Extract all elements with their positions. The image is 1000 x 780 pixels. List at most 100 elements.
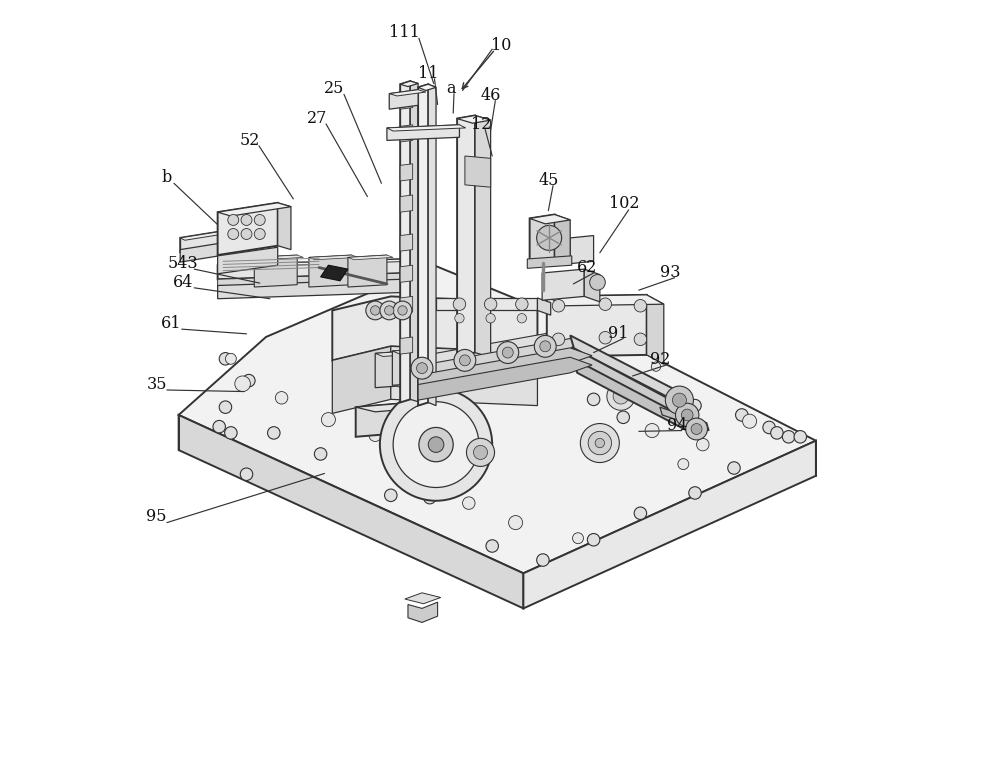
Circle shape xyxy=(241,229,252,239)
Polygon shape xyxy=(179,415,523,608)
Circle shape xyxy=(428,437,444,452)
Circle shape xyxy=(398,306,407,315)
Text: 111: 111 xyxy=(389,24,420,41)
Polygon shape xyxy=(400,195,413,212)
Polygon shape xyxy=(218,203,278,255)
Polygon shape xyxy=(555,215,570,264)
Polygon shape xyxy=(218,259,406,279)
Polygon shape xyxy=(530,215,555,263)
Polygon shape xyxy=(436,298,537,310)
Text: 45: 45 xyxy=(538,172,559,189)
Circle shape xyxy=(380,301,399,320)
Circle shape xyxy=(484,298,497,310)
Circle shape xyxy=(241,215,252,225)
Circle shape xyxy=(419,427,453,462)
Circle shape xyxy=(268,427,280,439)
Polygon shape xyxy=(647,295,664,364)
Circle shape xyxy=(743,414,757,428)
Text: a: a xyxy=(446,80,456,98)
Polygon shape xyxy=(530,215,570,224)
Circle shape xyxy=(590,275,605,290)
Circle shape xyxy=(763,421,775,434)
Circle shape xyxy=(771,427,783,439)
Circle shape xyxy=(728,462,740,474)
Text: 102: 102 xyxy=(609,195,639,212)
Circle shape xyxy=(537,225,562,250)
Polygon shape xyxy=(387,125,459,140)
Polygon shape xyxy=(400,81,418,87)
Polygon shape xyxy=(418,329,592,372)
Text: 10: 10 xyxy=(491,37,512,54)
Polygon shape xyxy=(537,298,551,315)
Polygon shape xyxy=(418,357,592,400)
Polygon shape xyxy=(457,115,475,356)
Circle shape xyxy=(665,386,693,414)
Polygon shape xyxy=(387,125,466,131)
Circle shape xyxy=(599,298,612,310)
Circle shape xyxy=(254,229,265,239)
Polygon shape xyxy=(572,347,693,423)
Circle shape xyxy=(736,409,748,421)
Polygon shape xyxy=(418,84,436,90)
Polygon shape xyxy=(348,255,387,287)
Polygon shape xyxy=(332,296,537,360)
Text: 61: 61 xyxy=(161,315,182,332)
Polygon shape xyxy=(375,352,397,388)
Circle shape xyxy=(466,438,495,466)
Circle shape xyxy=(424,491,436,504)
Circle shape xyxy=(691,424,702,434)
Polygon shape xyxy=(356,399,449,437)
Polygon shape xyxy=(414,349,422,387)
Circle shape xyxy=(651,362,661,371)
Circle shape xyxy=(678,459,689,470)
Polygon shape xyxy=(475,115,491,357)
Circle shape xyxy=(607,382,635,410)
Polygon shape xyxy=(418,84,428,406)
Circle shape xyxy=(219,353,232,365)
Circle shape xyxy=(243,374,255,387)
Circle shape xyxy=(573,533,583,544)
Polygon shape xyxy=(542,269,584,300)
Circle shape xyxy=(552,333,565,346)
Polygon shape xyxy=(449,399,469,434)
Text: 64: 64 xyxy=(173,274,194,291)
Polygon shape xyxy=(400,234,413,251)
Circle shape xyxy=(516,298,528,310)
Polygon shape xyxy=(584,269,600,302)
Text: 11: 11 xyxy=(418,65,438,82)
Circle shape xyxy=(454,349,476,371)
Text: 35: 35 xyxy=(147,376,167,393)
Circle shape xyxy=(411,357,433,379)
Circle shape xyxy=(580,424,619,463)
Circle shape xyxy=(371,306,380,315)
Circle shape xyxy=(275,392,288,404)
Circle shape xyxy=(689,487,701,499)
Polygon shape xyxy=(391,346,537,406)
Polygon shape xyxy=(254,255,297,287)
Text: 12: 12 xyxy=(471,116,491,133)
Text: b: b xyxy=(161,169,171,186)
Polygon shape xyxy=(389,90,418,109)
Text: 543: 543 xyxy=(168,255,199,272)
Circle shape xyxy=(213,420,225,433)
Circle shape xyxy=(369,429,381,441)
Text: 25: 25 xyxy=(324,80,344,98)
Polygon shape xyxy=(321,265,348,281)
Circle shape xyxy=(393,402,479,488)
Circle shape xyxy=(459,355,470,366)
Circle shape xyxy=(497,342,519,363)
Circle shape xyxy=(228,229,239,239)
Circle shape xyxy=(540,341,551,352)
Polygon shape xyxy=(278,203,291,250)
Polygon shape xyxy=(218,203,291,216)
Polygon shape xyxy=(397,352,405,389)
Polygon shape xyxy=(179,265,816,573)
Polygon shape xyxy=(660,407,709,431)
Polygon shape xyxy=(465,156,491,187)
Polygon shape xyxy=(309,255,358,260)
Polygon shape xyxy=(392,349,414,385)
Circle shape xyxy=(672,393,686,407)
Circle shape xyxy=(235,376,250,392)
Polygon shape xyxy=(410,81,418,402)
Polygon shape xyxy=(405,593,441,604)
